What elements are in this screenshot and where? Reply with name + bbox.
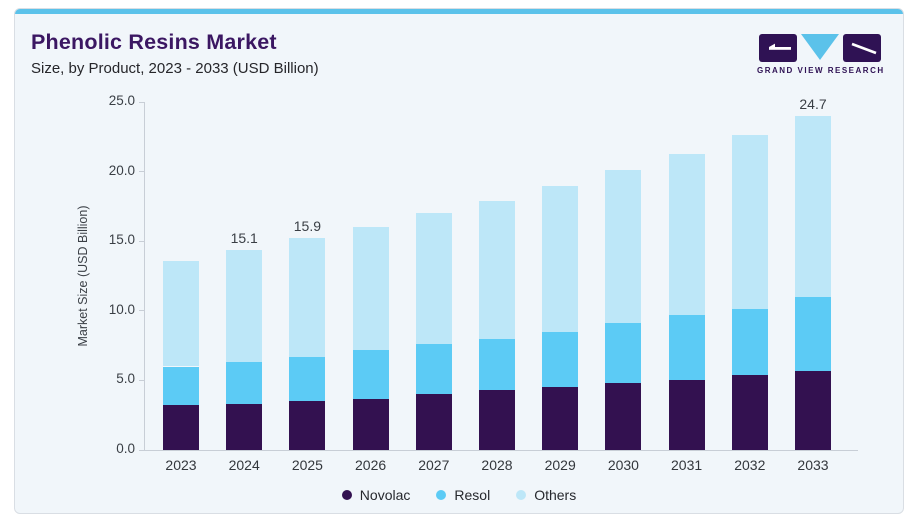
bar-segment-resol bbox=[289, 356, 326, 402]
bar-segment-novolac bbox=[226, 404, 263, 450]
x-axis-label: 2028 bbox=[481, 457, 513, 473]
y-tick-label: 20.0 bbox=[108, 162, 135, 178]
bar-segment-resol bbox=[605, 323, 642, 384]
x-axis-label: 2025 bbox=[291, 457, 323, 473]
page-title: Phenolic Resins Market bbox=[31, 30, 277, 54]
chart-legend: Novolac Resol Others bbox=[15, 487, 903, 503]
bar-segment-others bbox=[668, 153, 705, 315]
y-tick-mark bbox=[139, 310, 145, 312]
x-axis-label: 2029 bbox=[544, 457, 576, 473]
x-axis-label: 2027 bbox=[418, 457, 450, 473]
x-axis-label: 2030 bbox=[607, 457, 639, 473]
bar-segment-others bbox=[542, 185, 579, 332]
bar-segment-novolac bbox=[163, 405, 199, 450]
x-axis-label: 2026 bbox=[355, 457, 387, 473]
x-axis-label: 2031 bbox=[671, 457, 703, 473]
logo-wordmark: GRAND VIEW RESEARCH bbox=[757, 66, 885, 75]
novolac-swatch-icon bbox=[341, 490, 352, 500]
bar-segment-others bbox=[163, 260, 199, 367]
logo-r-icon bbox=[843, 34, 881, 62]
y-tick-mark bbox=[139, 379, 145, 381]
bar-segment-novolac bbox=[479, 390, 515, 450]
bar-segment-resol bbox=[542, 331, 579, 388]
legend-item-others: Others bbox=[516, 487, 576, 503]
bar-segment-novolac bbox=[731, 374, 768, 450]
logo-g-icon bbox=[759, 34, 797, 62]
y-tick-label: 5.0 bbox=[116, 371, 135, 387]
x-axis-label: 2032 bbox=[734, 457, 766, 473]
bar-segment-novolac bbox=[289, 401, 326, 450]
bar-segment-novolac bbox=[415, 394, 452, 450]
x-axis-label: 2024 bbox=[228, 457, 260, 473]
bar-segment-resol bbox=[795, 296, 831, 371]
bar-segment-others bbox=[415, 213, 452, 345]
bar-value-label: 15.1 bbox=[230, 229, 258, 246]
bar-segment-resol bbox=[668, 314, 705, 381]
top-accent-bar bbox=[15, 9, 903, 14]
bar-value-label: 15.9 bbox=[293, 218, 322, 235]
plot-area: 0.0 5.0 10.0 15.0 20.0 25.0 2023 15.1 2024 15.9 20… bbox=[109, 93, 858, 473]
legend-item-novolac: Novolac bbox=[341, 487, 411, 503]
gvr-logo-blocks bbox=[757, 34, 883, 62]
legend-label-resol: Resol bbox=[454, 487, 491, 503]
bar-segment-others bbox=[479, 200, 515, 339]
y-tick-label: 0.0 bbox=[116, 441, 135, 456]
y-tick-mark bbox=[139, 449, 145, 451]
y-tick-mark bbox=[139, 171, 145, 173]
x-axis-label: 2023 bbox=[165, 457, 197, 473]
page-subtitle: Size, by Product, 2023 - 2033 (USD Billi… bbox=[31, 60, 319, 77]
resol-swatch-icon bbox=[436, 490, 447, 500]
bar-segment-resol bbox=[163, 366, 199, 406]
chart-card: Phenolic Resins Market Size, by Product,… bbox=[14, 8, 904, 514]
chart-header: Phenolic Resins Market Size, by Product,… bbox=[31, 30, 319, 77]
bar-segment-others bbox=[731, 135, 768, 310]
y-tick-mark bbox=[139, 101, 145, 103]
bar-segment-others bbox=[226, 249, 263, 363]
bar-segment-others bbox=[795, 115, 831, 297]
legend-label-novolac: Novolac bbox=[359, 487, 411, 503]
bar-segment-resol bbox=[352, 349, 389, 399]
bar-segment-others bbox=[605, 170, 642, 324]
y-tick-label: 25.0 bbox=[108, 93, 135, 108]
legend-item-resol: Resol bbox=[436, 487, 490, 503]
bar-segment-others bbox=[352, 227, 389, 350]
bar-segment-novolac bbox=[605, 383, 642, 450]
others-swatch-icon bbox=[516, 490, 527, 500]
gvr-logo: GRAND VIEW RESEARCH bbox=[757, 34, 883, 75]
legend-label-others: Others bbox=[534, 487, 577, 503]
bar-segment-resol bbox=[226, 362, 263, 405]
bar-segment-resol bbox=[415, 344, 452, 395]
x-axis-label: 2033 bbox=[797, 457, 829, 473]
bar-segment-resol bbox=[731, 309, 768, 375]
y-axis-title: Market Size (USD Billion) bbox=[76, 205, 90, 347]
bar-segment-novolac bbox=[668, 380, 705, 450]
y-tick-label: 15.0 bbox=[108, 232, 135, 248]
bar-segment-others bbox=[289, 238, 326, 357]
bar-segment-novolac bbox=[795, 370, 831, 450]
bar-segment-novolac bbox=[352, 398, 389, 450]
bar-segment-novolac bbox=[542, 387, 579, 450]
y-tick-mark bbox=[139, 240, 145, 242]
y-tick-label: 10.0 bbox=[108, 301, 135, 317]
logo-v-icon bbox=[801, 34, 839, 62]
bar-value-label: 24.7 bbox=[799, 95, 827, 112]
bar-segment-resol bbox=[479, 338, 515, 391]
